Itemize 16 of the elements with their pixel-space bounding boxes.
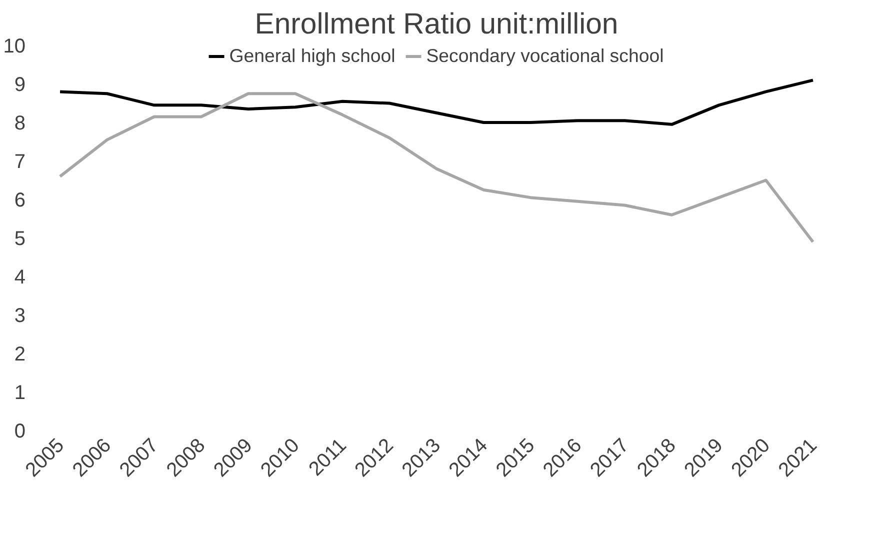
y-tick-label: 5 bbox=[14, 228, 26, 250]
line-series bbox=[58, 92, 814, 244]
y-tick-label: 3 bbox=[14, 305, 26, 327]
y-tick-label: 10 bbox=[3, 36, 26, 58]
y-tick-label: 8 bbox=[14, 112, 26, 134]
legend-label: Secondary vocational school bbox=[426, 45, 664, 67]
legend-label: General high school bbox=[229, 45, 396, 67]
y-tick-label: 0 bbox=[14, 420, 26, 442]
y-tick-label: 2 bbox=[14, 344, 26, 366]
y-tick-label: 6 bbox=[14, 190, 26, 212]
y-tick-label: 4 bbox=[14, 266, 26, 288]
y-tick-label: 1 bbox=[14, 382, 26, 404]
line-series bbox=[58, 78, 814, 126]
chart-title: Enrollment Ratio unit:million bbox=[254, 8, 618, 40]
y-tick-label: 7 bbox=[14, 151, 26, 173]
y-tick-label: 9 bbox=[14, 74, 26, 96]
